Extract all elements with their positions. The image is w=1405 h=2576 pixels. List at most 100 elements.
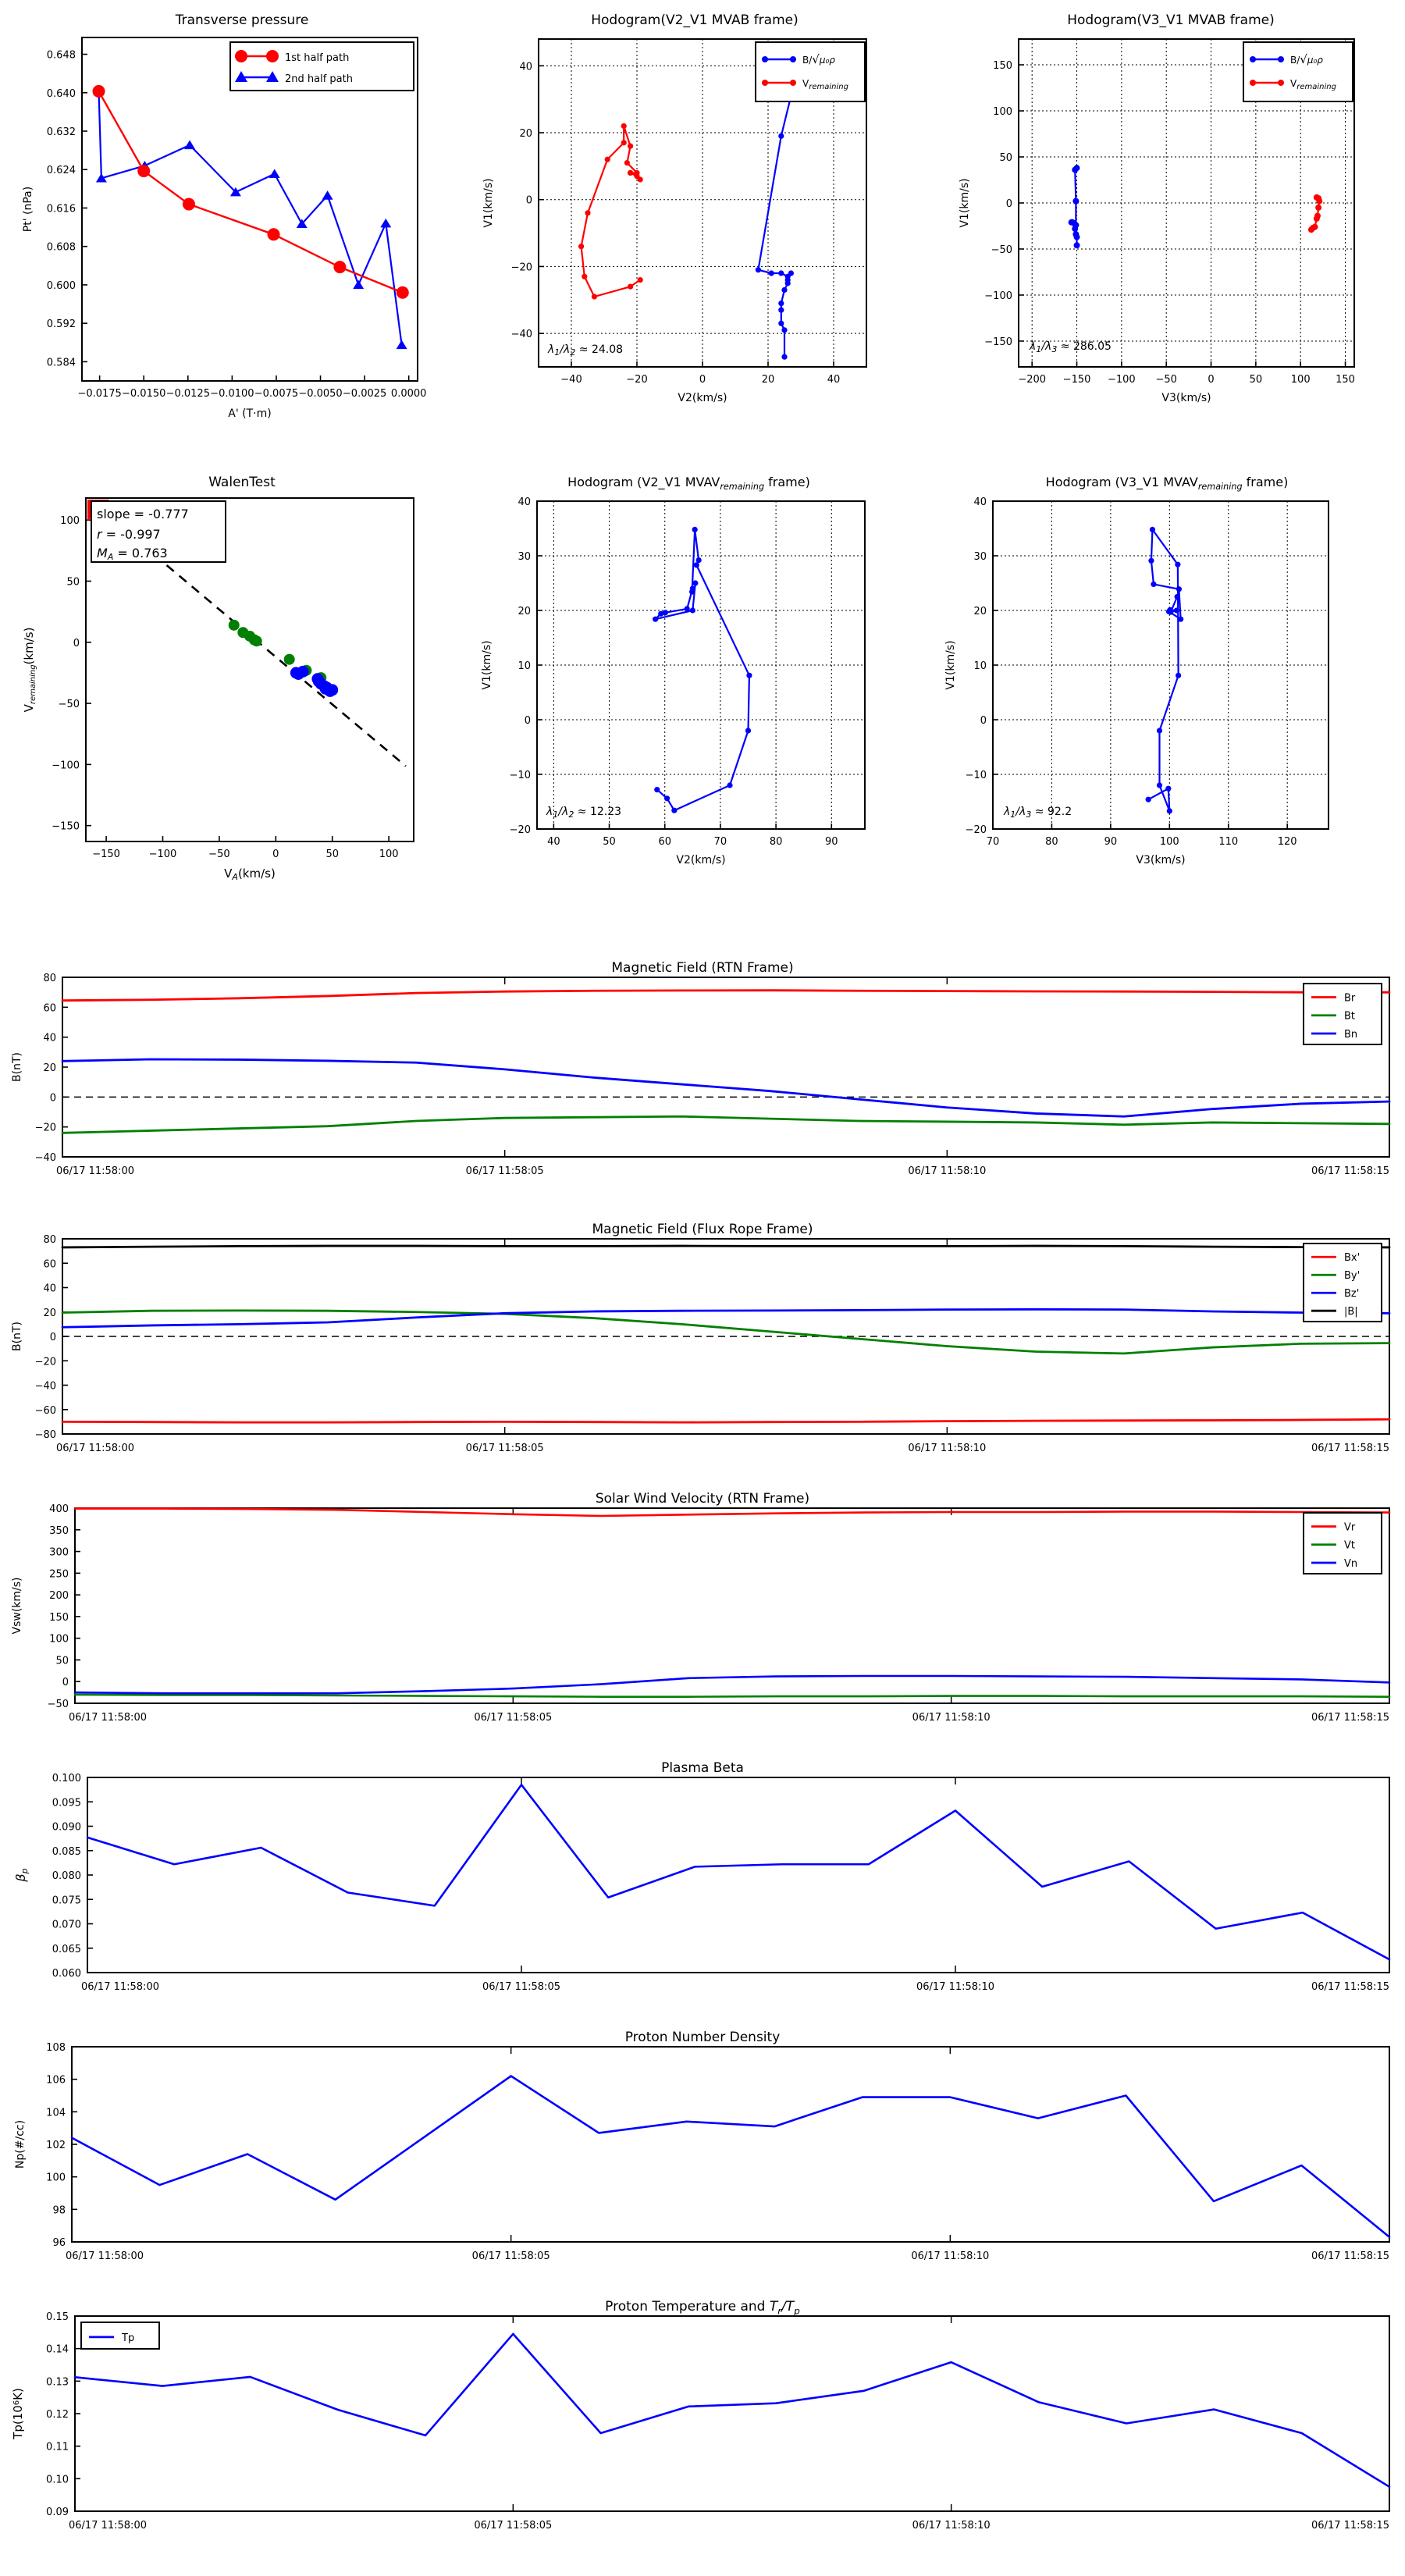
y-tick-label: 50: [999, 152, 1012, 164]
hodogram-point: [1145, 796, 1151, 802]
y-tick-label: 0: [50, 1092, 56, 1104]
series-Vn: [73, 1674, 1391, 1695]
y-tick-label: −40: [511, 329, 532, 340]
x-tick-label: 80: [1045, 836, 1058, 848]
time-tick-label: 06/17 11:58:15: [1311, 1165, 1389, 1177]
hodogram-point: [653, 616, 659, 622]
x-tick-label: −0.0075: [254, 388, 298, 400]
x-tick-label: 0: [272, 849, 279, 860]
y-tick-label: 0.095: [52, 1797, 81, 1809]
legend-label-vremaining: Vremaining: [802, 78, 848, 91]
legend-label-Tp: Tp: [121, 2332, 134, 2344]
legend-marker-b-a: [1250, 56, 1256, 62]
hodogram-point: [1168, 609, 1174, 615]
y-tick-label: 0.14: [46, 2344, 69, 2356]
y-tick-label: −80: [35, 1429, 56, 1441]
x-tick-label: 70: [714, 836, 727, 848]
legend-label-2nd: 2nd half path: [285, 73, 353, 85]
y-tick-label: 0: [73, 638, 80, 649]
legend-label-vremaining: Vremaining: [1290, 78, 1336, 91]
x-tick-label: 100: [1160, 836, 1179, 848]
y-tick-label: 150: [993, 60, 1012, 72]
y-axis-label: B(nT): [11, 1322, 23, 1351]
tp-plot: 0.09 0.10 0.11 0.12 0.13 0.14 0.15 06/17 11:58:…: [11, 2311, 1391, 2532]
hodogram-point: [778, 320, 784, 326]
walen-point-green: [228, 619, 240, 631]
time-tick-label: 06/17 11:58:10: [911, 2250, 989, 2262]
time-tick-label: 06/17 11:58:10: [912, 1712, 991, 1724]
y-tick-label: 60: [43, 1258, 56, 1270]
series-Bx': [61, 1418, 1391, 1424]
legend-marker-1st-a: [235, 50, 247, 62]
eigenvalue-ratio-annotation: λ1/λ2 ≈ 24.08: [547, 343, 623, 358]
first-half-path-marker: [137, 165, 151, 178]
legend-label-alfven: B/√μ₀ρ: [802, 52, 835, 66]
time-tick-label: 06/17 11:58:10: [908, 1443, 986, 1454]
series-Bt: [61, 1115, 1391, 1134]
hodogram-point: [604, 156, 610, 162]
x-axis-label: V3(km/s): [1136, 854, 1185, 866]
y-axis-label: V1(km/s): [944, 640, 957, 689]
x-tick-label: 100: [1291, 374, 1311, 386]
y-tick-label: 40: [43, 1033, 56, 1044]
time-tick-label: 06/17 11:58:05: [474, 2520, 552, 2532]
panel-title: Proton Number Density: [624, 2030, 781, 2045]
panel-title: Magnetic Field (RTN Frame): [611, 960, 794, 976]
hodogram-point: [1315, 204, 1322, 211]
legend-box: [755, 41, 866, 102]
time-tick-label: 06/17 11:58:00: [69, 1712, 147, 1724]
y-tick-label: 0.592: [47, 318, 76, 330]
time-tick-label: 06/17 11:58:15: [1311, 2250, 1389, 2262]
x-tick-label: 100: [379, 849, 399, 860]
x-tick-label: −50: [208, 849, 229, 860]
time-tick-label: 06/17 11:58:05: [474, 1712, 552, 1724]
hodogram-point: [778, 307, 784, 313]
y-tick-label: 50: [55, 1655, 69, 1667]
y-tick-label: 0.070: [52, 1920, 81, 1931]
hodogram-point: [1148, 557, 1154, 564]
y-axis-label: Np(#/cc): [14, 2120, 27, 2169]
second-half-path-marker: [353, 279, 365, 290]
legend-marker-v-b: [790, 80, 796, 86]
legend-marker-b-a: [762, 56, 768, 62]
hodogram-point: [778, 270, 784, 276]
panel-title: Magnetic Field (Flux Rope Frame): [592, 1222, 813, 1237]
hodogram-point: [628, 169, 634, 176]
hodogram-point: [658, 610, 664, 617]
hodogram-point: [689, 585, 695, 592]
hodogram-point: [1166, 808, 1172, 814]
hodogram-point: [695, 557, 702, 564]
panel-b-fluxrope: Magnetic Field (Flux Rope Frame) −80 −60−…: [0, 1222, 1405, 1487]
hodogram-point: [1072, 197, 1080, 205]
x-tick-label: −20: [626, 374, 647, 386]
hodogram-point: [585, 210, 591, 216]
x-tick-label: 150: [1336, 374, 1355, 386]
legend-marker-v-a: [1250, 80, 1256, 86]
y-tick-label: 350: [49, 1525, 69, 1537]
hodogram-point: [1176, 586, 1182, 592]
plot-frame: [62, 977, 1390, 1158]
y-tick-label: −20: [966, 824, 987, 836]
y-tick-label: 100: [60, 515, 80, 527]
plot-frame: [81, 37, 418, 382]
hodogram-point: [1072, 231, 1080, 238]
panel-vsw: Solar Wind Velocity (RTN Frame) −50 0 50 10…: [0, 1491, 1405, 1756]
y-tick-label: −40: [35, 1152, 56, 1164]
x-tick-label: 40: [547, 836, 560, 848]
second-half-path-marker: [269, 169, 280, 179]
panel-title: Transverse pressure: [175, 12, 309, 28]
y-tick-label: 0.616: [47, 203, 76, 215]
y-tick-label: 400: [49, 1503, 69, 1515]
y-tick-label: 0.600: [47, 280, 76, 292]
second-half-path-marker: [322, 190, 333, 200]
walen-point-green: [251, 635, 262, 647]
first-half-path-marker: [333, 261, 347, 274]
series-Np: [70, 2075, 1391, 2239]
x-tick-label: −40: [560, 374, 582, 386]
walen-point-green: [283, 653, 295, 665]
y-tick-label: 20: [43, 1062, 56, 1074]
y-axis-label: V1(km/s): [959, 178, 971, 227]
hodogram-point: [582, 273, 588, 279]
hodogram-point: [745, 728, 752, 734]
